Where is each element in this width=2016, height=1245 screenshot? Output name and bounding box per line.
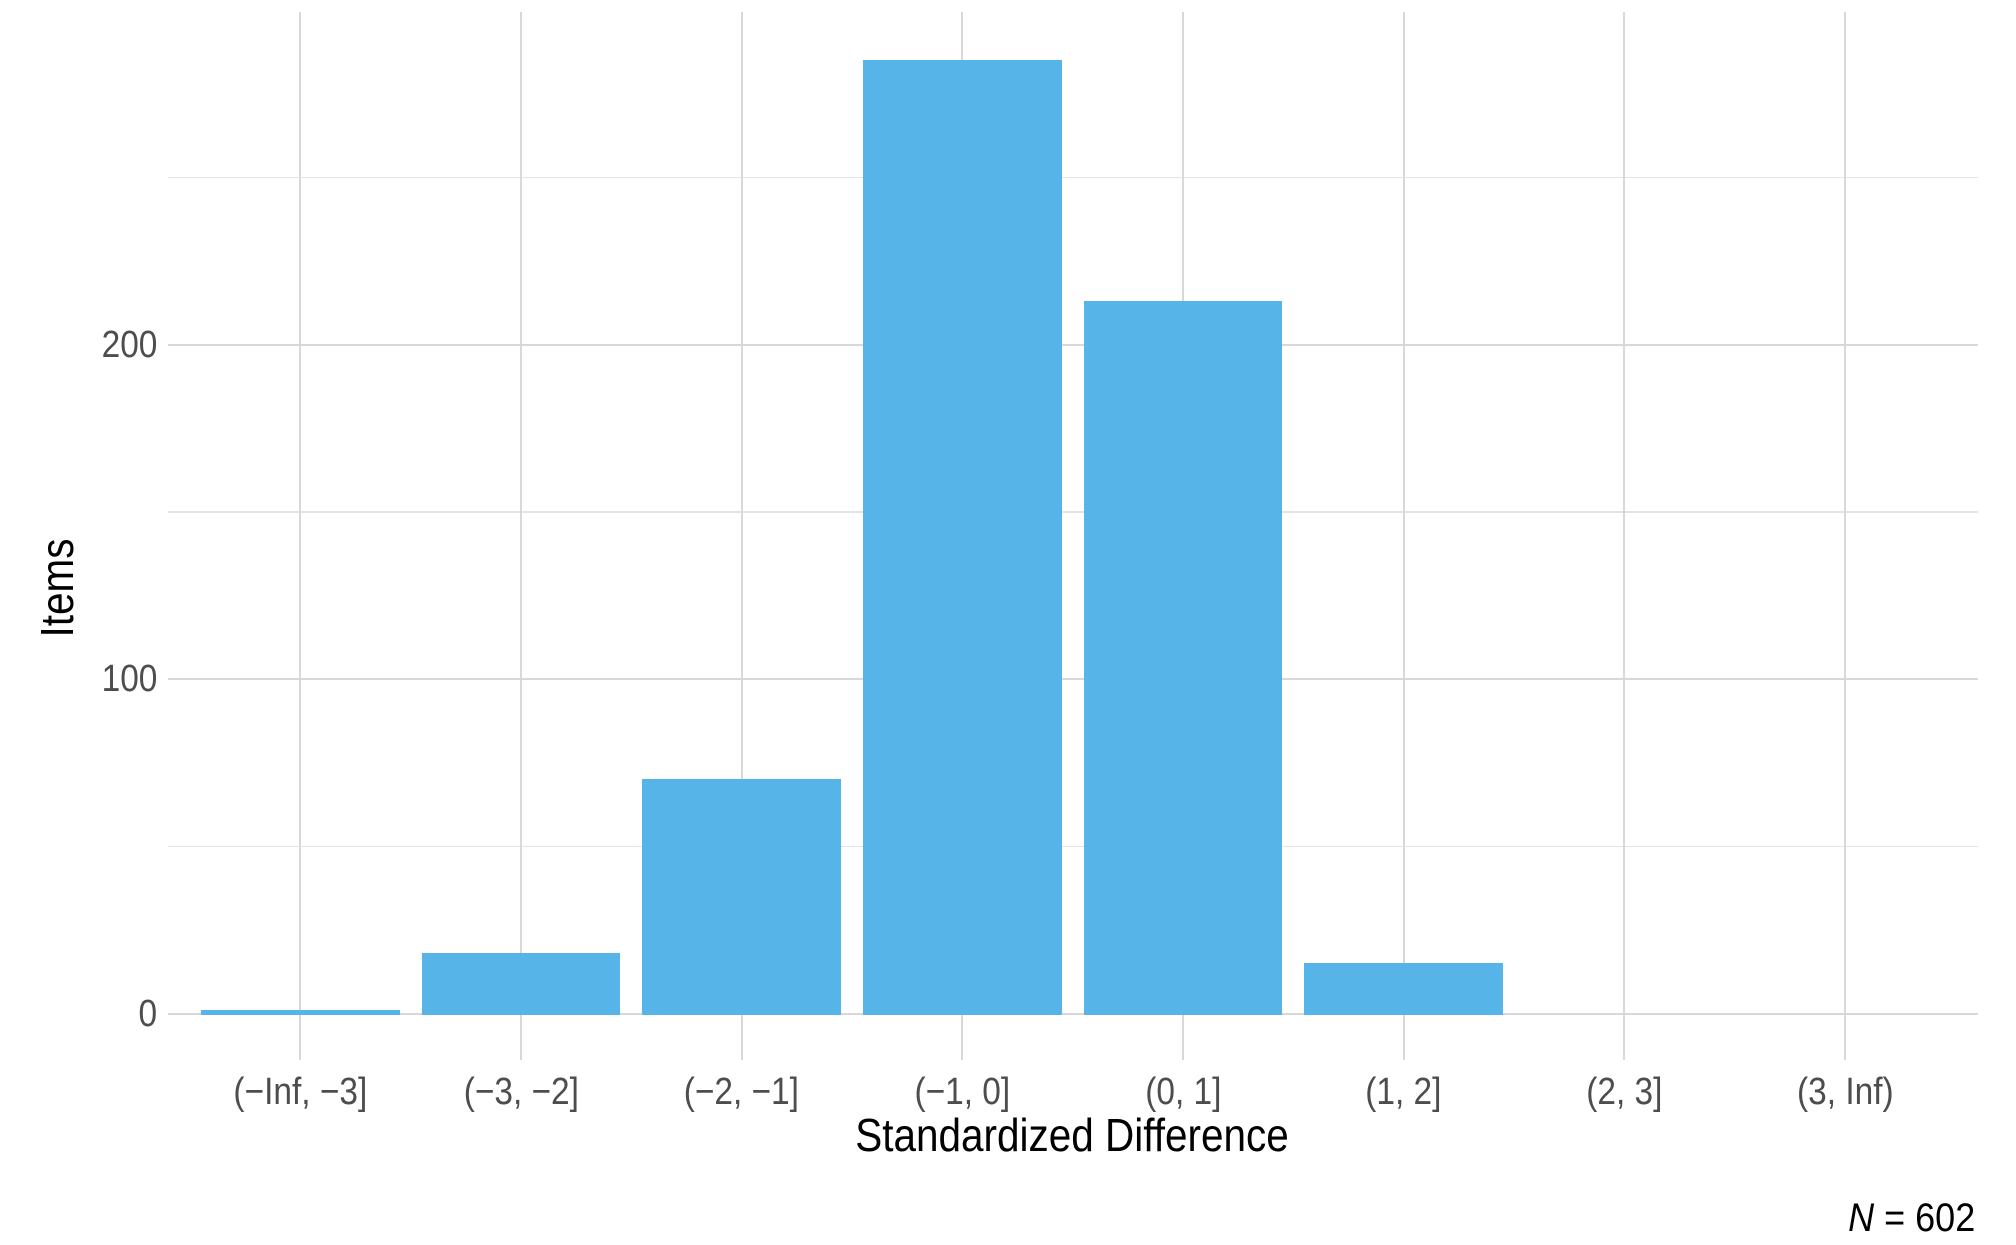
x-tick-label-7: (3, Inf) <box>1796 1071 1894 1113</box>
x-tick-label-2: (−2, −1] <box>684 1071 800 1113</box>
gridline-major-x-2 <box>740 12 743 1060</box>
gridline-major-x-0 <box>299 12 302 1060</box>
gridline-major-y-200 <box>168 343 1978 346</box>
sample-size-caption: N = 602 <box>1848 1196 1975 1240</box>
bar-2 <box>642 779 842 1015</box>
gridline-minor-y-50 <box>168 845 1978 847</box>
x-tick-label-5: (1, 2] <box>1365 1071 1442 1113</box>
bar-4 <box>1083 301 1283 1015</box>
caption-n-symbol: N <box>1847 1196 1874 1240</box>
gridline-major-y-100 <box>168 678 1978 680</box>
x-tick-label-6: (2, 3] <box>1586 1071 1663 1113</box>
bar-3 <box>863 60 1062 1015</box>
gridline-major-x-5 <box>1402 12 1405 1060</box>
gridline-minor-y-150 <box>168 511 1978 513</box>
bar-5 <box>1304 963 1504 1015</box>
gridline-major-x-6 <box>1623 12 1626 1060</box>
x-tick-label-4: (0, 1] <box>1144 1071 1222 1113</box>
gridline-major-x-1 <box>520 12 523 1060</box>
caption-value: = 602 <box>1873 1196 1975 1240</box>
gridline-major-x-7 <box>1844 12 1847 1060</box>
x-tick-label-0: (−Inf, −3] <box>233 1071 368 1113</box>
x-tick-label-1: (−3, −2] <box>463 1071 579 1113</box>
bar-1 <box>421 953 621 1015</box>
bar-0 <box>201 1010 400 1015</box>
gridline-minor-y-250 <box>168 176 1978 178</box>
gridline-major-y-0 <box>168 1012 1978 1015</box>
y-tick-label-0: 0 <box>138 992 157 1035</box>
x-axis-title: Standardized Difference <box>855 1109 1289 1161</box>
y-tick-label-200: 200 <box>101 323 157 366</box>
y-axis-title: Items <box>31 538 83 638</box>
y-tick-label-100: 100 <box>101 658 157 700</box>
x-tick-label-3: (−1, 0] <box>914 1071 1011 1113</box>
